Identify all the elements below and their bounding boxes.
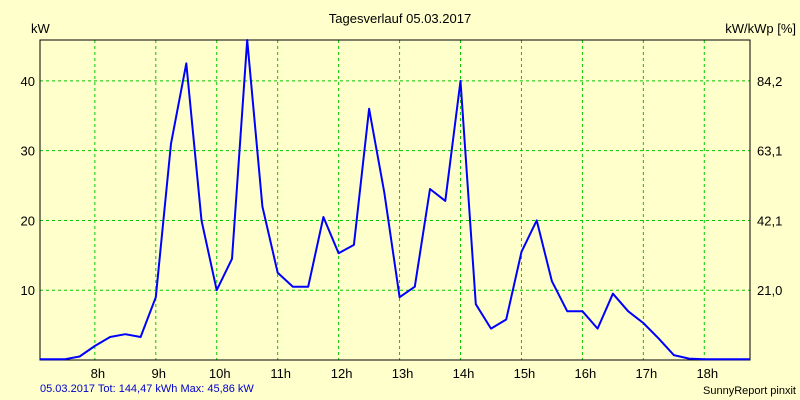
y-tick-label-right: 84,2 xyxy=(757,74,782,89)
x-tick-label: 13h xyxy=(392,366,414,381)
y-tick-label-right: 42,1 xyxy=(757,213,782,228)
power-series-line xyxy=(40,39,750,361)
y-tick-label-left: 20 xyxy=(21,213,35,228)
y-tick-label-left: 40 xyxy=(21,74,35,89)
x-tick-label: 9h xyxy=(152,366,166,381)
x-tick-label: 15h xyxy=(514,366,536,381)
y-tick-label-left: 30 xyxy=(21,144,35,159)
x-tick-label: 10h xyxy=(209,366,231,381)
series-group xyxy=(40,39,750,361)
x-tick-label: 12h xyxy=(331,366,353,381)
footer-summary: 05.03.2017 Tot: 144,47 kWh Max: 45,86 kW xyxy=(40,383,254,395)
grid-lines xyxy=(40,40,750,360)
x-tick-label: 8h xyxy=(91,366,105,381)
x-tick-label: 17h xyxy=(635,366,657,381)
x-tick-label: 11h xyxy=(270,366,291,381)
footer-credit: SunnyReport pinxit xyxy=(703,385,796,397)
x-tick-label: 14h xyxy=(453,366,475,381)
x-tick-label: 16h xyxy=(575,366,597,381)
tick-labels: 8h 9h 10h 11h 12h 13h 14h 15h 16h 17h 18h 10 21,0 20 4… xyxy=(21,74,783,381)
x-tick-label: 18h xyxy=(696,366,718,381)
chart-title: Tagesverlauf 05.03.2017 xyxy=(329,11,471,26)
y-tick-label-right: 63,1 xyxy=(757,144,782,159)
y-axis-right-label: kW/kWp [%] xyxy=(725,21,796,36)
y-tick-label-left: 10 xyxy=(21,283,35,298)
plot-frame xyxy=(39,39,751,361)
y-tick-label-right: 21,0 xyxy=(757,283,782,298)
y-axis-left-label: kW xyxy=(31,21,51,36)
